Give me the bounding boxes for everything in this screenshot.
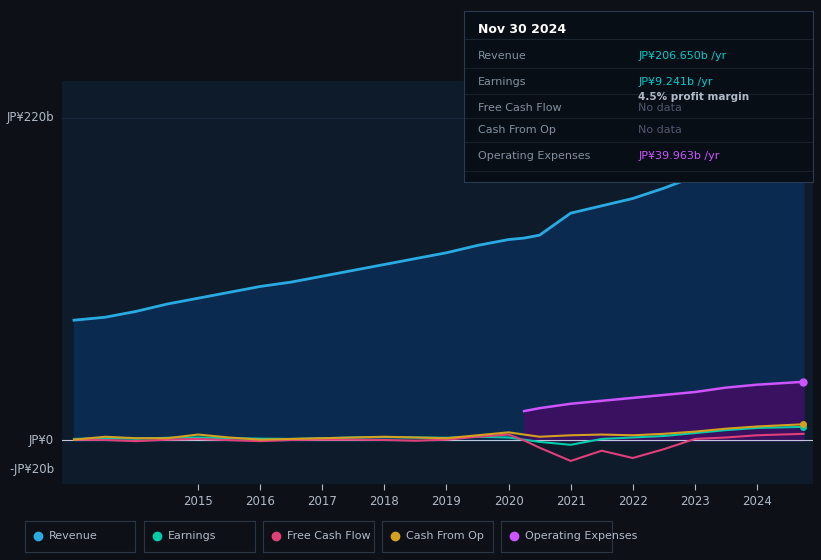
Text: Free Cash Flow: Free Cash Flow xyxy=(478,102,562,113)
Text: Free Cash Flow: Free Cash Flow xyxy=(287,531,371,541)
Text: JP¥0: JP¥0 xyxy=(29,434,54,447)
Text: Revenue: Revenue xyxy=(478,52,526,62)
Text: -JP¥20b: -JP¥20b xyxy=(9,463,54,476)
Text: Operating Expenses: Operating Expenses xyxy=(478,151,590,161)
Text: 4.5% profit margin: 4.5% profit margin xyxy=(639,92,750,102)
Text: Nov 30 2024: Nov 30 2024 xyxy=(478,23,566,36)
Text: Cash From Op: Cash From Op xyxy=(478,125,556,135)
Text: Operating Expenses: Operating Expenses xyxy=(525,531,638,541)
Text: JP¥206.650b /yr: JP¥206.650b /yr xyxy=(639,52,727,62)
Text: Revenue: Revenue xyxy=(49,531,98,541)
Text: JP¥220b: JP¥220b xyxy=(7,111,54,124)
Text: No data: No data xyxy=(639,102,682,113)
Text: Earnings: Earnings xyxy=(478,77,526,87)
Text: No data: No data xyxy=(639,125,682,135)
Text: Cash From Op: Cash From Op xyxy=(406,531,484,541)
Text: JP¥39.963b /yr: JP¥39.963b /yr xyxy=(639,151,720,161)
Text: Earnings: Earnings xyxy=(168,531,217,541)
Text: JP¥9.241b /yr: JP¥9.241b /yr xyxy=(639,77,713,87)
